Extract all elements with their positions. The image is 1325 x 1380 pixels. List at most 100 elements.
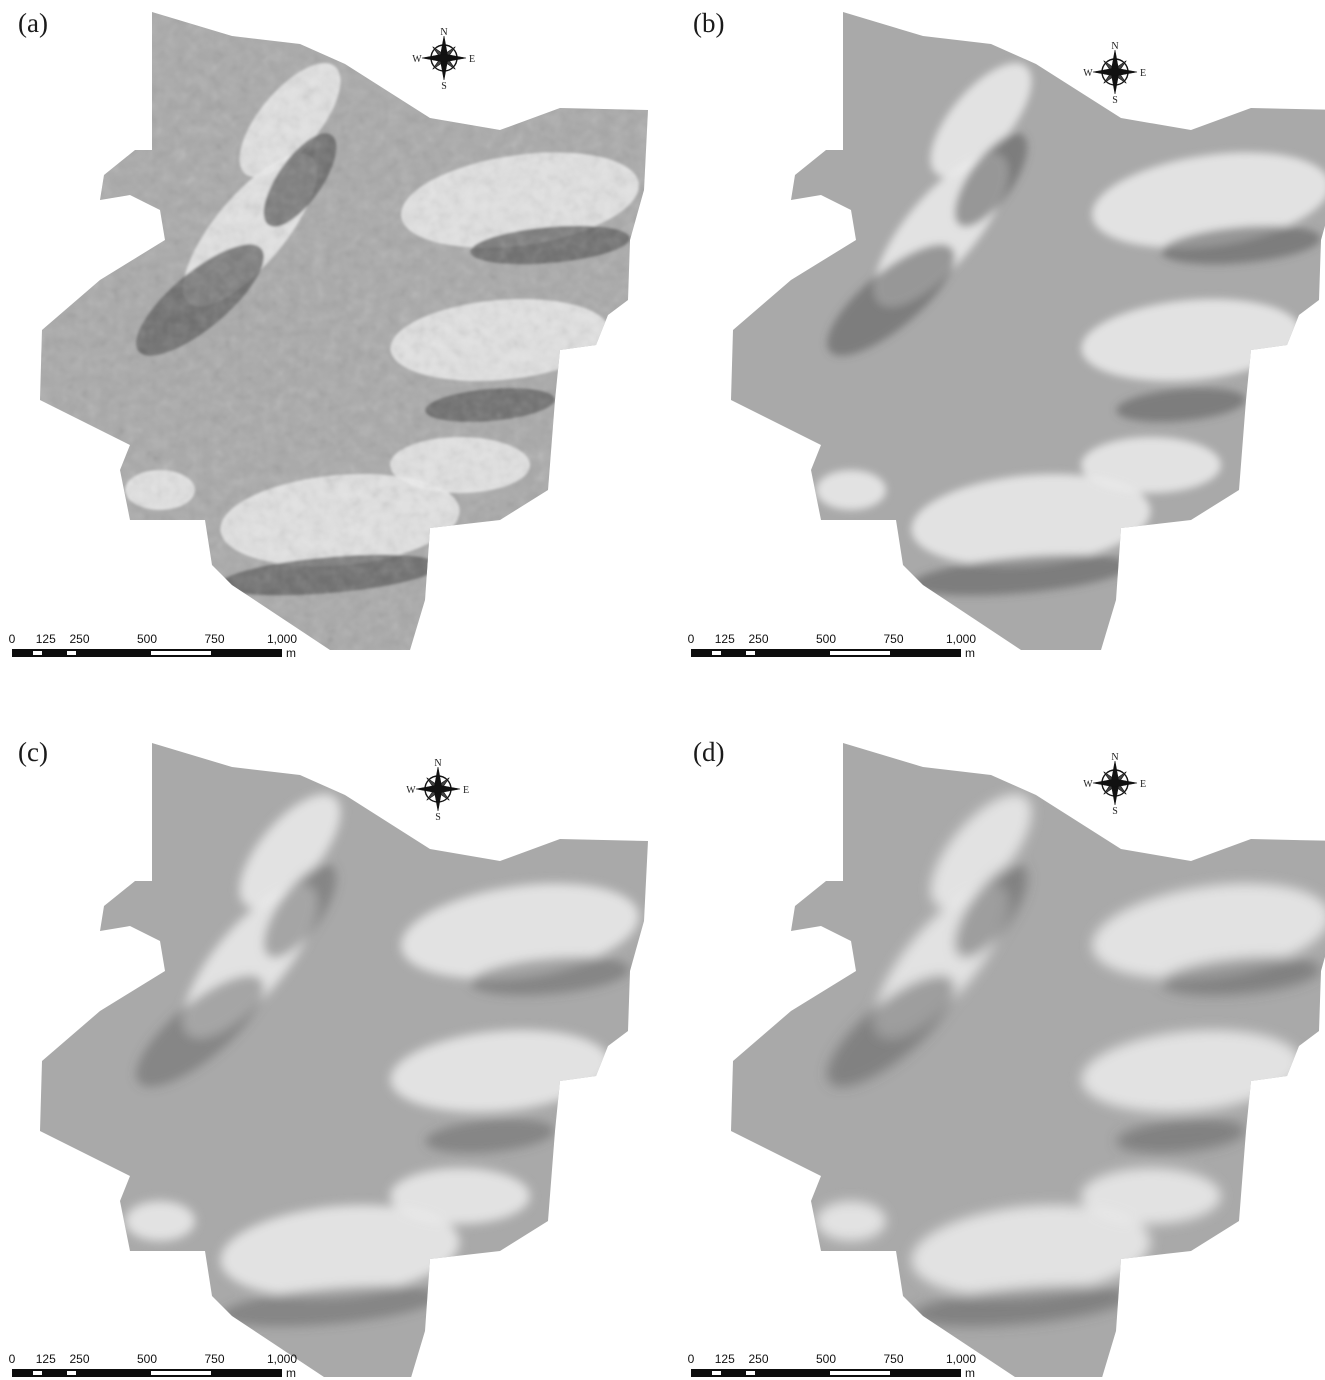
relief-shading <box>125 794 639 1327</box>
compass-north-label: N <box>434 758 441 769</box>
scale-tick-label: 250 <box>748 1352 769 1366</box>
study-area <box>40 743 648 1377</box>
hillshade-map <box>40 12 648 650</box>
scale-tick-label: 1,000 <box>945 632 977 646</box>
ridge-highlight <box>1092 152 1325 248</box>
ridge-highlight <box>239 794 341 908</box>
valley-shadow <box>425 1119 555 1153</box>
compass-rose-icon: N S E W <box>1083 41 1146 106</box>
scale-bar-segment <box>745 1371 755 1375</box>
valley-shadow <box>1116 1119 1246 1153</box>
ridge-highlight <box>1092 883 1325 979</box>
scale-bar-segment <box>32 1371 42 1375</box>
relief-shading <box>816 794 1325 1327</box>
ridge-highlight <box>1081 299 1301 381</box>
scale-bar-segment <box>711 651 721 655</box>
compass-east-label: E <box>463 785 469 796</box>
north-arrow: N S E W <box>1083 40 1147 106</box>
scale-tick-label: 125 <box>714 632 735 646</box>
scale-tick-label: 1,000 <box>945 1352 977 1366</box>
scale-tick-label: 500 <box>136 632 158 646</box>
hillshade-map <box>731 743 1325 1377</box>
scale-tick-label: 500 <box>136 1352 158 1366</box>
ridge-highlight <box>930 794 1032 908</box>
scale-tick-label: 0 <box>687 1352 695 1366</box>
compass-south-label: S <box>435 812 441 821</box>
panel-label: (b) <box>693 8 725 38</box>
valley-shadow <box>263 864 337 958</box>
valley-shadow <box>470 956 630 996</box>
scale-bar-track <box>12 1369 282 1377</box>
compass-west-label: W <box>1083 68 1093 79</box>
ridge-highlight <box>1081 1168 1221 1224</box>
panel-label: (d) <box>693 737 725 767</box>
scale-tick-label: 250 <box>69 632 90 646</box>
panel-b: (b) N S E W 0 125 250 500 750 1,000 m <box>663 0 1325 688</box>
hillshade-map <box>40 743 648 1377</box>
panel-a: (a) N S E W 0 125 250 500 750 1,000 m <box>0 0 662 688</box>
north-arrow: N S E W <box>1083 751 1147 817</box>
ridge-highlight <box>930 63 1032 177</box>
scale-bar-segment <box>151 651 211 655</box>
ridge-highlight <box>401 883 639 979</box>
hillshade-map <box>731 12 1325 650</box>
compass-south-label: S <box>1112 806 1118 815</box>
compass-north-label: N <box>440 27 447 38</box>
scale-tick-label: 750 <box>204 1352 225 1366</box>
scale-tick-label: 125 <box>35 632 56 646</box>
compass-south-label: S <box>1112 95 1118 104</box>
scale-bar: 0 125 250 500 750 1,000 m <box>9 632 312 662</box>
scale-tick-label: 750 <box>204 632 225 646</box>
valley-shadow <box>1161 225 1321 265</box>
compass-east-label: E <box>1140 68 1146 79</box>
scale-tick-label: 1,000 <box>266 1352 298 1366</box>
north-arrow: N S E W <box>412 26 476 92</box>
scale-bar-segment <box>830 1371 890 1375</box>
scale-tick-label: 0 <box>8 1352 16 1366</box>
scale-bar-segment <box>66 1371 76 1375</box>
ridge-highlight <box>816 470 886 510</box>
scale-bar: 0 125 250 500 750 1,000 m <box>687 1352 991 1380</box>
scale-tick-label: 500 <box>815 632 837 646</box>
scale-unit-label: m <box>965 1366 975 1380</box>
compass-east-label: E <box>469 54 475 65</box>
compass-west-label: W <box>412 54 422 65</box>
valley-shadow <box>911 554 1131 596</box>
scale-unit-label: m <box>286 646 296 660</box>
compass-rose-icon: N S E W <box>406 758 469 823</box>
valley-shadow <box>911 1285 1131 1327</box>
ridge-highlight <box>220 1204 460 1298</box>
valley-shadow <box>827 975 955 1087</box>
scale-tick-label: 750 <box>883 632 904 646</box>
scale-bar-track <box>691 1369 961 1377</box>
scale-bar-segment <box>32 651 42 655</box>
compass-west-label: W <box>406 785 416 796</box>
scale-unit-label: m <box>965 646 975 660</box>
compass-north-label: N <box>1111 752 1118 763</box>
panel-label: (a) <box>18 8 48 38</box>
scale-tick-label: 500 <box>815 1352 837 1366</box>
scale-tick-label: 0 <box>687 632 695 646</box>
scale-tick-label: 125 <box>35 1352 56 1366</box>
ridge-highlight <box>1081 437 1221 493</box>
scale-bar: 0 125 250 500 750 1,000 m <box>8 1352 312 1380</box>
scale-bar-segment <box>711 1371 721 1375</box>
scale-bar-track <box>12 649 282 657</box>
study-area <box>40 12 648 650</box>
study-area <box>731 12 1325 650</box>
ridge-highlight <box>390 1030 610 1112</box>
compass-rose-icon: N S E W <box>412 27 475 92</box>
ridge-highlight <box>390 1168 530 1224</box>
valley-shadow <box>136 975 264 1087</box>
compass-rose-icon: N S E W <box>1083 752 1146 817</box>
scale-bar-segment <box>66 651 76 655</box>
valley-shadow <box>1161 956 1321 996</box>
north-arrow: N S E W <box>406 757 470 823</box>
valley-shadow <box>827 244 955 356</box>
ridge-highlight <box>125 1201 195 1241</box>
valley-shadow <box>954 133 1028 227</box>
ridge-highlight <box>816 1201 886 1241</box>
relief-shading <box>40 12 648 650</box>
scale-bar-segment <box>830 651 890 655</box>
scale-tick-label: 125 <box>714 1352 735 1366</box>
